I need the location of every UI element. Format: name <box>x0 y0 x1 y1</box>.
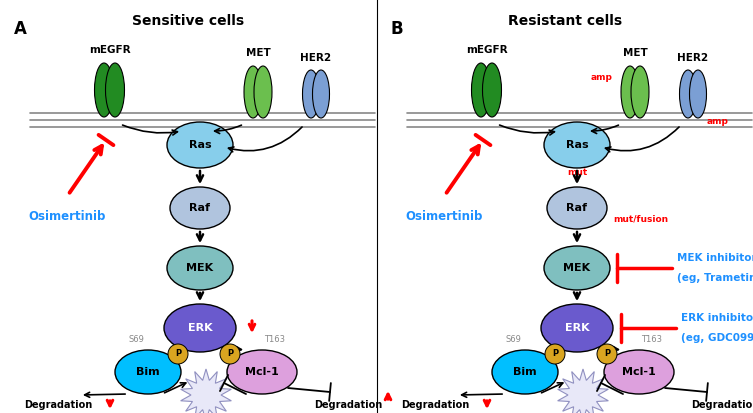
Text: Degradation: Degradation <box>24 400 92 410</box>
Polygon shape <box>558 369 608 413</box>
Circle shape <box>545 344 565 364</box>
Ellipse shape <box>631 66 649 118</box>
Ellipse shape <box>303 70 319 118</box>
Text: P: P <box>175 349 181 358</box>
Text: S69: S69 <box>505 335 521 344</box>
Ellipse shape <box>94 63 114 117</box>
Ellipse shape <box>604 350 674 394</box>
Text: MET: MET <box>623 48 648 58</box>
Ellipse shape <box>244 66 262 118</box>
Text: Bim: Bim <box>136 367 160 377</box>
Text: Degradation: Degradation <box>691 400 753 410</box>
Ellipse shape <box>492 350 558 394</box>
Text: P: P <box>552 349 558 358</box>
Text: mEGFR: mEGFR <box>89 45 131 55</box>
Text: B: B <box>391 20 404 38</box>
Text: Osimertinib: Osimertinib <box>28 210 105 223</box>
Text: Osimertinib: Osimertinib <box>405 210 483 223</box>
Text: T163: T163 <box>264 335 285 344</box>
Ellipse shape <box>541 304 613 352</box>
Ellipse shape <box>105 63 124 117</box>
Ellipse shape <box>227 350 297 394</box>
Text: HER2: HER2 <box>300 53 331 63</box>
Ellipse shape <box>621 66 639 118</box>
Text: MET: MET <box>245 48 270 58</box>
Ellipse shape <box>471 63 490 117</box>
Ellipse shape <box>312 70 330 118</box>
Ellipse shape <box>690 70 706 118</box>
Circle shape <box>168 344 188 364</box>
Text: (eg, Trametinib): (eg, Trametinib) <box>677 273 753 283</box>
Text: MEK: MEK <box>187 263 214 273</box>
Ellipse shape <box>164 304 236 352</box>
Text: mut/fusion: mut/fusion <box>613 215 668 224</box>
Text: A: A <box>14 20 27 38</box>
Text: mEGFR: mEGFR <box>466 45 508 55</box>
Ellipse shape <box>679 70 697 118</box>
Ellipse shape <box>547 187 607 229</box>
Text: P: P <box>604 349 610 358</box>
Text: Sensitive cells: Sensitive cells <box>132 14 244 28</box>
Text: MEK: MEK <box>563 263 590 273</box>
Text: Ras: Ras <box>189 140 212 150</box>
Ellipse shape <box>167 246 233 290</box>
Text: (eg, GDC0994): (eg, GDC0994) <box>681 333 753 343</box>
Polygon shape <box>181 369 231 413</box>
Circle shape <box>597 344 617 364</box>
Ellipse shape <box>483 63 501 117</box>
Text: mut: mut <box>567 168 587 177</box>
Ellipse shape <box>544 246 610 290</box>
Text: Mcl-1: Mcl-1 <box>622 367 656 377</box>
Text: amp: amp <box>707 117 729 126</box>
Ellipse shape <box>170 187 230 229</box>
Text: Ras: Ras <box>566 140 588 150</box>
Ellipse shape <box>167 122 233 168</box>
Text: P: P <box>227 349 233 358</box>
Text: ERK: ERK <box>187 323 212 333</box>
Text: Raf: Raf <box>190 203 211 213</box>
Text: ERK: ERK <box>565 323 590 333</box>
Text: Resistant cells: Resistant cells <box>508 14 622 28</box>
Text: HER2: HER2 <box>678 53 709 63</box>
Text: Raf: Raf <box>566 203 587 213</box>
Text: Degradation: Degradation <box>314 400 382 410</box>
Text: ERK inhibitors: ERK inhibitors <box>681 313 753 323</box>
Ellipse shape <box>544 122 610 168</box>
Text: Bim: Bim <box>514 367 537 377</box>
Text: Mcl-1: Mcl-1 <box>245 367 279 377</box>
Text: MEK inhibitors: MEK inhibitors <box>677 253 753 263</box>
Text: amp: amp <box>591 73 613 82</box>
Ellipse shape <box>115 350 181 394</box>
Text: T163: T163 <box>641 335 662 344</box>
Text: Degradation: Degradation <box>401 400 469 410</box>
Ellipse shape <box>254 66 272 118</box>
Text: S69: S69 <box>128 335 144 344</box>
Circle shape <box>220 344 240 364</box>
